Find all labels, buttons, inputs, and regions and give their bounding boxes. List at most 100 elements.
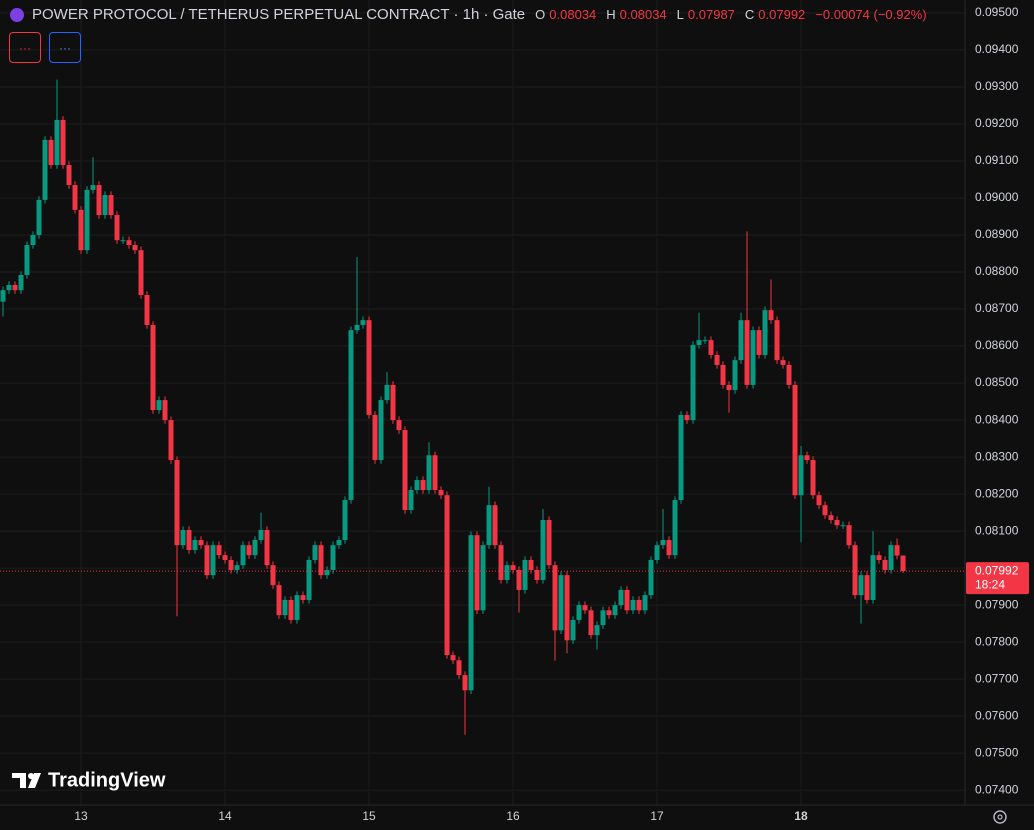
legend: POWER PROTOCOL / TETHERUS PERPETUAL CONT…	[10, 6, 927, 23]
candle-body	[336, 539, 342, 546]
candle-body	[564, 575, 570, 641]
candle-body	[630, 599, 636, 611]
y-tick-label: 0.09200	[975, 116, 1019, 130]
legend-key: L	[676, 7, 684, 22]
candle-body	[144, 294, 150, 325]
legend-value: 0.08034	[619, 7, 667, 22]
candle-body	[414, 480, 420, 491]
indicator-buttons: ··· ···	[9, 32, 81, 63]
settings-icon[interactable]	[993, 810, 1007, 824]
candle-body	[864, 575, 870, 600]
candle-body	[198, 539, 204, 546]
y-tick-label: 0.08700	[975, 301, 1019, 315]
indicator-button[interactable]: ···	[9, 32, 41, 63]
y-tick-label: 0.08100	[975, 523, 1019, 537]
candle-body	[354, 324, 360, 331]
candle-body	[270, 565, 276, 586]
candle-body	[132, 245, 138, 251]
candle-body	[678, 414, 684, 501]
candle-body	[210, 545, 216, 576]
settings-gear[interactable]	[993, 810, 1007, 824]
candle-body	[492, 505, 498, 546]
candle-body	[720, 364, 726, 385]
candle-body	[114, 215, 120, 241]
candle-body	[804, 455, 810, 461]
settings-gear-center[interactable]	[997, 814, 1003, 820]
legend-change: −0.00074 (−0.92%)	[815, 7, 927, 22]
candle-body	[828, 515, 834, 521]
candle-body	[750, 330, 756, 385]
candle-body	[570, 619, 576, 641]
candle-body	[408, 490, 414, 511]
legend-key: C	[744, 7, 755, 22]
watermark: TradingView	[12, 769, 166, 791]
candle-body	[156, 400, 162, 411]
y-tick-label: 0.08600	[975, 338, 1019, 352]
candle-body	[168, 420, 174, 461]
candle-body	[546, 520, 552, 566]
watermark-logo	[12, 773, 41, 788]
candle-body	[714, 354, 720, 365]
candle-body	[516, 569, 522, 590]
candle-body	[228, 559, 234, 570]
candle-body	[240, 545, 246, 566]
watermark-text: TradingView	[48, 769, 166, 791]
candle-body	[462, 675, 468, 691]
candle-body	[810, 460, 816, 496]
candle-body	[834, 520, 840, 526]
candle-body	[774, 320, 780, 361]
candle-body	[384, 384, 390, 401]
candle-body	[294, 595, 300, 620]
candle-body	[426, 455, 432, 491]
candle-body	[126, 240, 132, 246]
candle-body	[840, 525, 846, 527]
candle-body	[456, 660, 462, 676]
y-tick-label: 0.09400	[975, 42, 1019, 56]
candle-body	[258, 530, 264, 540]
candle-body	[312, 545, 318, 560]
candle-body	[318, 545, 324, 576]
watermark-logo-dot	[28, 773, 34, 779]
candle-body	[654, 545, 660, 560]
y-tick-label: 0.08400	[975, 412, 1019, 426]
candle-body	[846, 525, 852, 546]
candle-body	[690, 344, 696, 421]
indicator-button[interactable]: ···	[49, 32, 81, 63]
candle-body	[882, 559, 888, 570]
y-tick-label: 0.09100	[975, 153, 1019, 167]
last-price-box	[966, 562, 1029, 595]
candle-body	[306, 559, 312, 600]
candle-body	[780, 360, 786, 365]
candle-body	[18, 274, 24, 291]
candle-body	[102, 195, 108, 216]
candle-body	[876, 555, 882, 560]
candle-body	[120, 240, 126, 242]
candle-body	[84, 189, 90, 251]
candle-body	[264, 530, 270, 566]
candle-body	[96, 185, 102, 216]
candle-body	[816, 495, 822, 506]
candle-body	[438, 490, 444, 496]
candle-body	[900, 555, 906, 572]
candle-body	[888, 545, 894, 570]
grid	[0, 0, 965, 805]
candle-body	[42, 139, 48, 200]
candle-body	[450, 655, 456, 661]
candle-body	[852, 545, 858, 596]
candles	[0, 79, 906, 735]
candle-body	[360, 320, 366, 325]
symbol-title: POWER PROTOCOL / TETHERUS PERPETUAL CONT…	[32, 6, 526, 23]
candle-body	[768, 310, 774, 321]
y-tick-label: 0.09500	[975, 5, 1019, 19]
y-tick-label: 0.08900	[975, 227, 1019, 241]
legend-key: H	[606, 7, 616, 22]
candle-body	[204, 545, 210, 576]
x-tick-label: 15	[362, 809, 376, 823]
y-tick-label: 0.07500	[975, 745, 1019, 759]
candle-body	[180, 530, 186, 546]
countdown-label: 18:24	[975, 577, 1005, 591]
candle-body	[726, 384, 732, 391]
x-tick-label: 16	[506, 809, 520, 823]
candle-body	[738, 320, 744, 361]
